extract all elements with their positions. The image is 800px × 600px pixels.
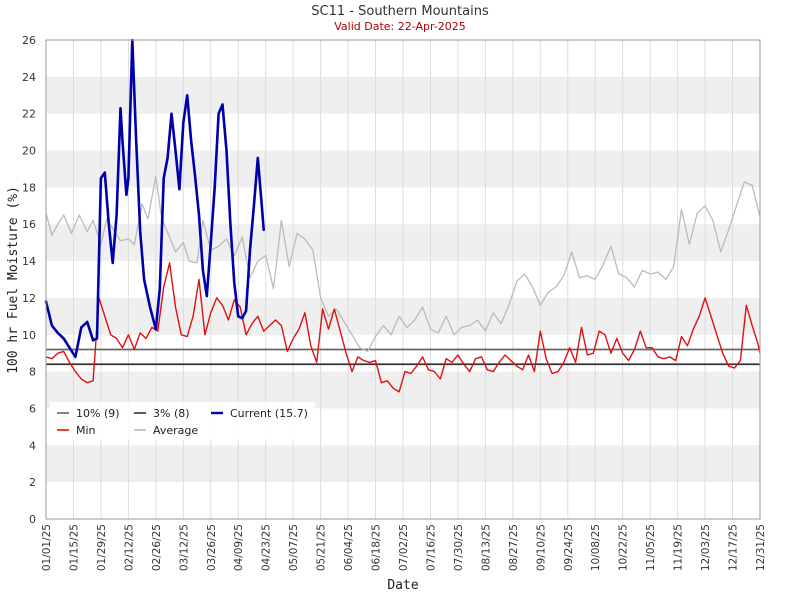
x-tick-label: 06/18/25 bbox=[371, 524, 383, 571]
legend-label-p10: 10% (9) bbox=[76, 407, 120, 420]
x-tick-label: 06/04/25 bbox=[343, 524, 355, 571]
y-axis-label: 100 hr Fuel Moisture (%) bbox=[6, 186, 21, 374]
x-tick-label: 07/02/25 bbox=[398, 524, 410, 571]
series-min-line bbox=[45, 262, 761, 393]
x-tick-label: 02/12/25 bbox=[123, 524, 135, 571]
x-tick-label: 08/27/25 bbox=[508, 524, 520, 571]
y-tick-label: 14 bbox=[22, 255, 36, 268]
chart-title: SC11 - Southern Mountains bbox=[311, 4, 489, 19]
threshold-lines bbox=[46, 348, 760, 366]
x-tick-label: 12/31/25 bbox=[755, 524, 767, 571]
x-tick-label: 02/26/25 bbox=[151, 524, 163, 571]
x-tick-label: 10/08/25 bbox=[590, 524, 602, 571]
legend-label-p3: 3% (8) bbox=[153, 407, 190, 420]
x-tick-label: 03/26/25 bbox=[206, 524, 218, 571]
x-tick-label: 11/05/25 bbox=[645, 524, 657, 571]
series-average-line bbox=[45, 175, 761, 353]
x-tick-label: 11/19/25 bbox=[673, 524, 685, 571]
x-tick-label: 12/03/25 bbox=[700, 524, 712, 571]
y-tick-label: 22 bbox=[22, 108, 36, 121]
legend-label-current: Current (15.7) bbox=[230, 407, 308, 420]
legend-background bbox=[50, 402, 315, 440]
x-tick-label: 05/21/25 bbox=[316, 524, 328, 571]
x-tick-label: 04/23/25 bbox=[261, 524, 273, 571]
y-tick-label: 2 bbox=[29, 476, 36, 489]
legend: 10% (9) 3% (8) Current (15.7) Min Average bbox=[50, 402, 315, 440]
series-lines bbox=[44, 38, 761, 393]
y-tick-label: 4 bbox=[29, 439, 36, 452]
x-tick-label: 03/12/25 bbox=[178, 524, 190, 571]
x-tick-label: 04/09/25 bbox=[233, 524, 245, 571]
y-tick-label: 8 bbox=[29, 366, 36, 379]
y-tick-label: 6 bbox=[29, 402, 36, 415]
x-tick-label: 08/13/25 bbox=[480, 524, 492, 571]
chart-subtitle: Valid Date: 22-Apr-2025 bbox=[334, 20, 466, 33]
x-tick-labels: 01/01/25 01/15/25 01/29/25 02/12/25 02/26/25… bbox=[41, 524, 767, 571]
x-tick-label: 01/01/25 bbox=[41, 524, 53, 571]
y-tick-label: 16 bbox=[22, 218, 36, 231]
legend-label-min: Min bbox=[76, 424, 96, 437]
x-tick-label: 12/17/25 bbox=[728, 524, 740, 571]
x-tick-label: 07/30/25 bbox=[453, 524, 465, 571]
x-tick-label: 01/15/25 bbox=[68, 524, 80, 571]
x-tick-label: 05/07/25 bbox=[288, 524, 300, 571]
x-tick-label: 10/22/25 bbox=[618, 524, 630, 571]
x-tick-label: 01/29/25 bbox=[96, 524, 108, 571]
legend-label-average: Average bbox=[153, 424, 198, 437]
y-tick-label: 0 bbox=[29, 513, 36, 526]
plot-frame bbox=[45, 39, 761, 520]
y-tick-label: 12 bbox=[22, 292, 36, 305]
y-tick-label: 18 bbox=[22, 181, 36, 194]
y-tick-label: 26 bbox=[22, 34, 36, 47]
y-tick-label: 10 bbox=[22, 329, 36, 342]
x-axis-label: Date bbox=[387, 578, 418, 593]
y-tick-label: 24 bbox=[22, 71, 36, 84]
x-tick-label: 09/10/25 bbox=[535, 524, 547, 571]
x-tick-label: 09/24/25 bbox=[563, 524, 575, 571]
x-tick-label: 07/16/25 bbox=[425, 524, 437, 571]
y-tick-label: 20 bbox=[22, 145, 36, 158]
series-current-line bbox=[44, 38, 266, 359]
